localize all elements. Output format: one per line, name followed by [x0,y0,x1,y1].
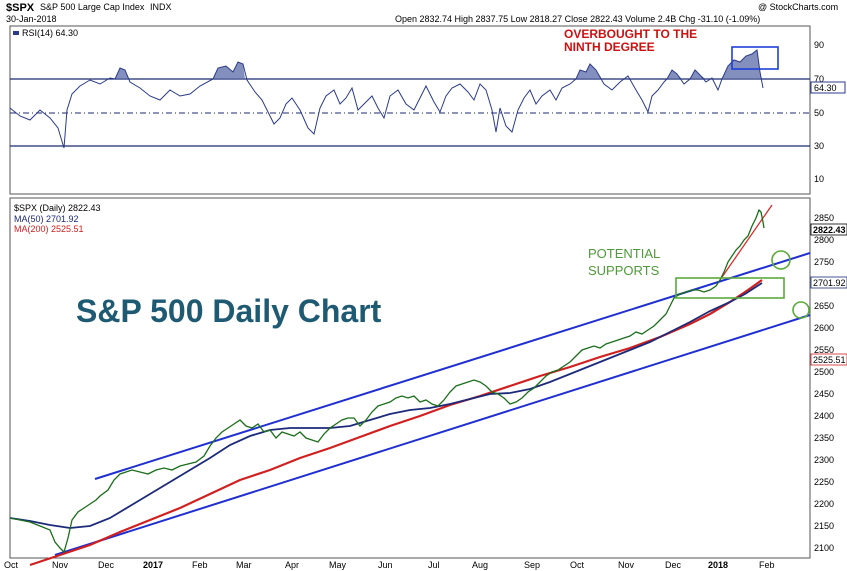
price-tick-2350: 2350 [814,433,834,443]
rsi-tick-10: 10 [814,174,824,184]
channel-upper-line [94,252,811,480]
price-panel: POTENTIAL SUPPORTS S&P 500 Daily Chart $… [9,197,847,567]
rsi-axis-ticks: 90 70 50 30 10 [814,40,824,184]
ma200-line [29,279,763,567]
header-quote: Open 2832.74 High 2837.75 Low 2818.27 Cl… [395,14,760,24]
ma50-label-box [810,276,847,289]
x-axis: Oct Nov Dec 2017 Feb Mar Apr May Jun Jul… [4,560,775,570]
price-tick-2300: 2300 [814,455,834,465]
x-label-may: May [329,560,347,570]
x-label-nov: Nov [52,560,69,570]
close-label-box [810,223,847,236]
x-label-dec-2017: Dec [665,560,682,570]
rsi-annotation-line2: NINTH DEGREE [564,40,655,54]
ma200-label: 2525.51 [813,355,846,365]
overbought-box [731,46,779,70]
x-label-jun: Jun [378,560,393,570]
rsi-fill-6 [722,50,761,79]
header-exchange: INDX [150,2,172,12]
price-tick-2600: 2600 [814,323,834,333]
price-tick-2650: 2650 [814,301,834,311]
legend-ma200: MA(200) 2525.51 [14,224,84,234]
ma50-line [9,282,763,529]
rsi-overbought-fills [115,50,761,79]
legend-price: $SPX (Daily) 2822.43 [14,203,101,213]
rsi-tick-90: 90 [814,40,824,50]
rsi-line [9,49,764,149]
x-label-feb-2018: Feb [759,560,775,570]
price-panel-frame [9,197,811,559]
watermark: @ StockCharts.com [758,2,838,12]
rsi-panel: OVERBOUGHT TO THE NINTH DEGREE RSI(14) 6… [9,25,846,195]
supports-annotation-line1: POTENTIAL [588,246,660,261]
price-tick-2250: 2250 [814,477,834,487]
x-label-2018: 2018 [708,560,728,570]
price-axis-ticks: 2850 2800 2750 2700 2650 2600 2550 2500 … [814,213,834,553]
support-circle-upper [771,250,791,270]
rsi-annotation-line1: OVERBOUGHT TO THE [564,27,697,41]
price-tick-2550: 2550 [814,345,834,355]
price-line [9,208,765,554]
x-label-nov-2017: Nov [618,560,635,570]
price-tick-2150: 2150 [814,521,834,531]
price-tick-2200: 2200 [814,499,834,509]
rsi-current-label: 64.30 [814,83,837,93]
close-label: 2822.43 [813,225,846,235]
price-tick-2100: 2100 [814,543,834,553]
price-tick-2850: 2850 [814,213,834,223]
x-label-aug: Aug [472,560,488,570]
rsi-legend-swatch [13,31,19,35]
rsi-tick-50: 50 [814,108,824,118]
header-name: S&P 500 Large Cap Index [40,2,145,12]
support-box [675,277,785,299]
ma50-label: 2701.92 [813,278,846,288]
rsi-legend: RSI(14) 64.30 [13,28,78,38]
supports-annotation-line2: SUPPORTS [588,263,660,278]
chart-overlay-title: S&P 500 Daily Chart [76,293,382,329]
x-label-oct-2016: Oct [4,560,19,570]
rsi-panel-frame [9,25,811,195]
legend-ma50: MA(50) 2701.92 [14,214,79,224]
x-label-mar: Mar [236,560,252,570]
price-tick-2750: 2750 [814,257,834,267]
x-label-2017: 2017 [143,560,163,570]
price-tick-2450: 2450 [814,389,834,399]
rsi-current-box [810,81,846,94]
support-circle-lower [792,301,810,319]
x-label-jul: Jul [428,560,440,570]
price-legend: $SPX (Daily) 2822.43 MA(50) 2701.92 MA(2… [14,203,101,234]
header-symbol: $SPX [6,2,35,14]
rsi-tick-30: 30 [814,141,824,151]
rsi-fill-2 [213,62,245,79]
ma200-label-box [810,353,847,366]
x-label-feb: Feb [192,560,208,570]
x-label-apr: Apr [285,560,299,570]
rsi-tick-70: 70 [814,74,824,84]
x-label-sep: Sep [524,560,540,570]
x-label-dec: Dec [98,560,115,570]
price-tick-2400: 2400 [814,411,834,421]
trend-red-line [719,204,773,281]
price-tick-2500: 2500 [814,367,834,377]
header-date: 30-Jan-2018 [6,14,57,24]
rsi-legend-text: RSI(14) 64.30 [22,28,78,38]
rsi-fill-3 [576,64,602,79]
rsi-fill-1 [115,68,129,79]
x-label-oct-2017: Oct [570,560,585,570]
price-tick-2800: 2800 [814,235,834,245]
channel-lower-line [54,314,811,556]
